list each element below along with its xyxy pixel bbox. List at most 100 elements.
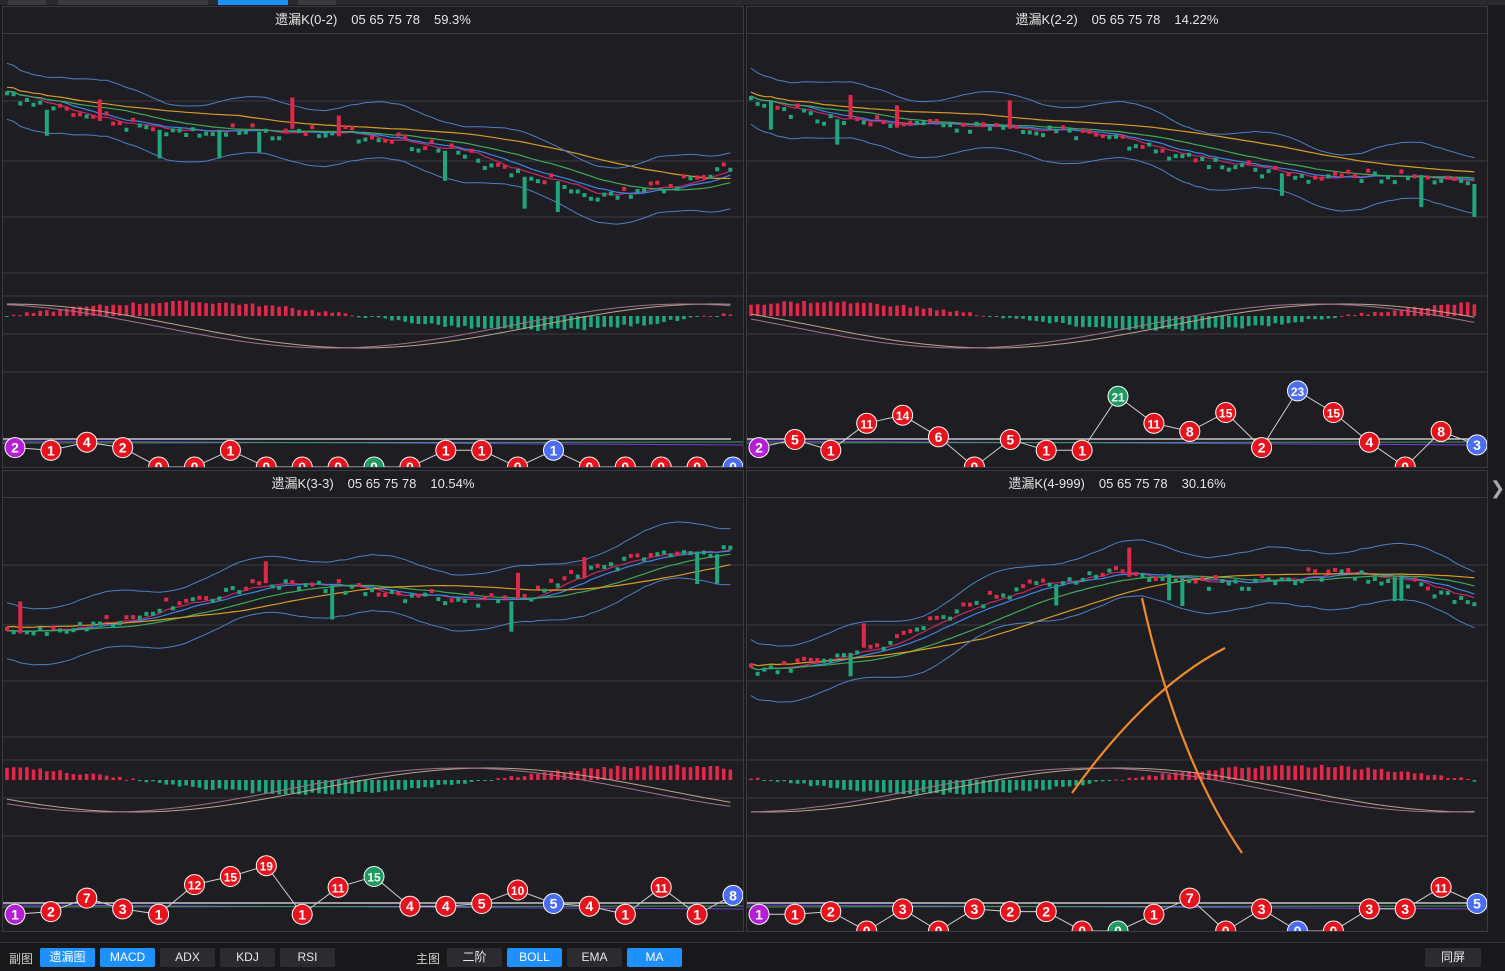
candle: [708, 174, 713, 179]
badge-label: 15: [367, 871, 381, 885]
candle: [921, 626, 926, 631]
candle: [482, 166, 487, 170]
miss-badge: 4: [76, 431, 98, 453]
macd-bar: [981, 315, 986, 317]
candle: [582, 557, 587, 578]
macd-bar: [1353, 769, 1357, 780]
candle: [1419, 582, 1424, 587]
miss-badge: 1: [543, 439, 564, 461]
macd-bar: [648, 765, 653, 780]
macd-bar: [98, 774, 102, 780]
badge-label: 4: [406, 898, 414, 914]
macd-bar: [1379, 312, 1384, 316]
sync-screen-button[interactable]: 同屏: [1425, 948, 1481, 967]
main-btn-boll[interactable]: BOLL: [507, 948, 562, 967]
main-btn-ma[interactable]: MA: [627, 948, 682, 967]
candle: [1213, 158, 1218, 162]
badge-circle: [892, 404, 914, 426]
miss-badge: 0: [255, 456, 277, 467]
macd-bar: [323, 311, 328, 316]
top-tab-active[interactable]: [218, 0, 288, 5]
badge-label: 0: [971, 459, 979, 468]
badge-circle: [963, 456, 985, 467]
panel-title: 遗漏K(3-3) 05 65 75 78 10.54%: [3, 471, 743, 498]
macd-bar: [1472, 304, 1477, 316]
candle: [1253, 167, 1258, 172]
macd-bar: [562, 772, 567, 780]
sub-btn-adx[interactable]: ADX: [160, 948, 215, 967]
candle: [895, 634, 899, 639]
macd-bar: [728, 314, 733, 316]
badge-circle: [1466, 434, 1487, 456]
candle: [224, 132, 228, 137]
candle: [642, 188, 647, 193]
badge-label: 0: [406, 459, 414, 468]
macd-bar: [1319, 316, 1324, 320]
badge-label: 11: [655, 881, 668, 895]
candle: [695, 175, 700, 180]
main-btn-ema[interactable]: EMA: [567, 948, 622, 967]
badge-circle: [748, 437, 770, 459]
sub-btn-kdj[interactable]: KDJ: [220, 948, 275, 967]
candle: [1187, 152, 1191, 157]
macd-bar: [928, 307, 932, 316]
candle: [263, 561, 268, 584]
badge-circle: [435, 439, 457, 461]
candle: [316, 580, 321, 585]
macd-bar: [915, 306, 919, 316]
macd-bar: [1452, 778, 1457, 780]
macd-bar: [868, 302, 873, 316]
badge-circle: [507, 879, 529, 901]
macd-bar: [237, 780, 242, 791]
macd-bar: [695, 766, 699, 780]
candle: [715, 554, 720, 584]
candle: [117, 621, 122, 626]
candle: [403, 134, 408, 139]
top-tab[interactable]: [298, 0, 336, 5]
sub-btn-macd[interactable]: MACD: [100, 948, 155, 967]
candle: [1114, 566, 1118, 571]
top-tab[interactable]: [8, 0, 46, 5]
candle: [297, 586, 301, 591]
macd-bar: [808, 303, 813, 316]
badge-circle: [255, 855, 277, 877]
candle: [64, 106, 69, 111]
macd-bar: [1373, 769, 1377, 780]
macd-bar: [1094, 316, 1098, 327]
miss-badge: 0: [184, 456, 205, 467]
candle: [1094, 574, 1099, 579]
badge-circle: [784, 903, 806, 925]
miss-badge: 1: [748, 903, 770, 925]
sub-btn-miss[interactable]: 遗漏图: [40, 948, 95, 967]
badge-circle: [1466, 893, 1487, 914]
macd-bar: [1220, 316, 1224, 330]
macd-bar: [1180, 772, 1185, 780]
macd-bar: [463, 316, 467, 326]
candle: [1133, 144, 1138, 149]
macd-bar: [58, 309, 62, 316]
macd-bar: [615, 765, 620, 780]
badge-label: 4: [442, 898, 450, 914]
top-tab[interactable]: [58, 0, 208, 5]
main-btn-second[interactable]: 二阶: [447, 948, 502, 967]
miss-badge: 21: [1107, 385, 1129, 407]
macd-bar: [191, 780, 195, 787]
sub-btn-rsi[interactable]: RSI: [280, 948, 335, 967]
candle: [895, 105, 899, 128]
miss-badge: 8: [1179, 420, 1201, 442]
miss-badge: 11: [1430, 876, 1452, 898]
macd-bar: [290, 780, 295, 794]
badge-label: 0: [1294, 923, 1302, 932]
candle: [608, 562, 613, 567]
chart-svg[interactable]: 2 1 4 2 0 0 1 0 0 0 0 0 1 1 0 1 0 0 0 0 0: [3, 34, 744, 468]
badge-circle: [184, 874, 205, 896]
chevron-right-icon[interactable]: ❯: [1490, 478, 1505, 498]
candle: [755, 671, 760, 676]
candle: [1153, 576, 1158, 581]
macd-bar: [137, 304, 142, 316]
candle: [1286, 172, 1291, 177]
candle: [323, 589, 328, 594]
